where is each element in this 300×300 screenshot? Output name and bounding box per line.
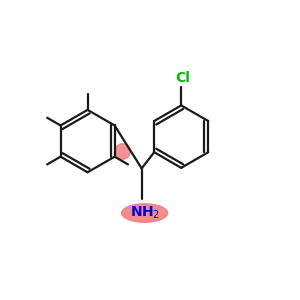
Ellipse shape — [115, 144, 130, 159]
Text: Cl: Cl — [175, 70, 190, 85]
Ellipse shape — [122, 204, 168, 222]
Text: NH$_2$: NH$_2$ — [130, 205, 160, 221]
